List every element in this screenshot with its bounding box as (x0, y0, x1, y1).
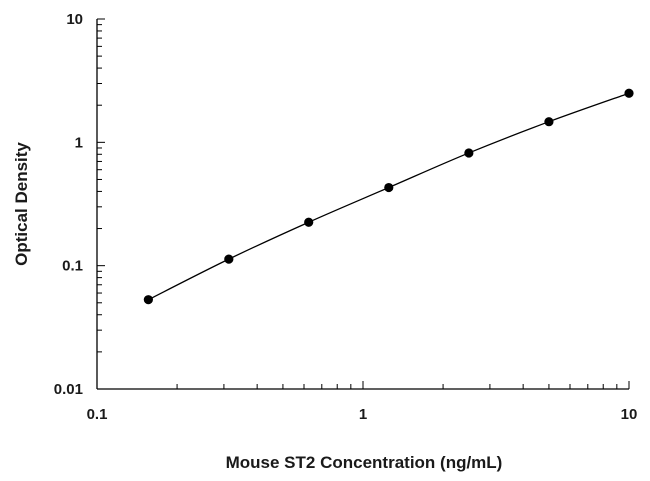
y-tick-label: 0.01 (54, 381, 83, 398)
data-point (384, 182, 394, 193)
x-tick-label: 10 (621, 406, 638, 423)
y-tick-label: 1 (75, 134, 83, 151)
x-tick-label: 0.1 (87, 406, 108, 423)
data-point (304, 217, 314, 227)
x-axis-title: Mouse ST2 Concentration (ng/mL) (226, 453, 503, 472)
y-axis-title: Optical Density (12, 142, 31, 266)
fit-curve (148, 92, 630, 301)
x-tick-label: 1 (359, 406, 367, 423)
data-point (624, 88, 634, 98)
ticks (96, 18, 630, 390)
y-tick-label: 10 (66, 11, 83, 28)
data-points (143, 88, 634, 305)
data-point (224, 254, 234, 264)
data-point (464, 148, 474, 158)
y-tick-label: 0.1 (62, 258, 83, 275)
axes (96, 19, 629, 390)
data-point (143, 295, 153, 305)
data-point (544, 117, 554, 127)
